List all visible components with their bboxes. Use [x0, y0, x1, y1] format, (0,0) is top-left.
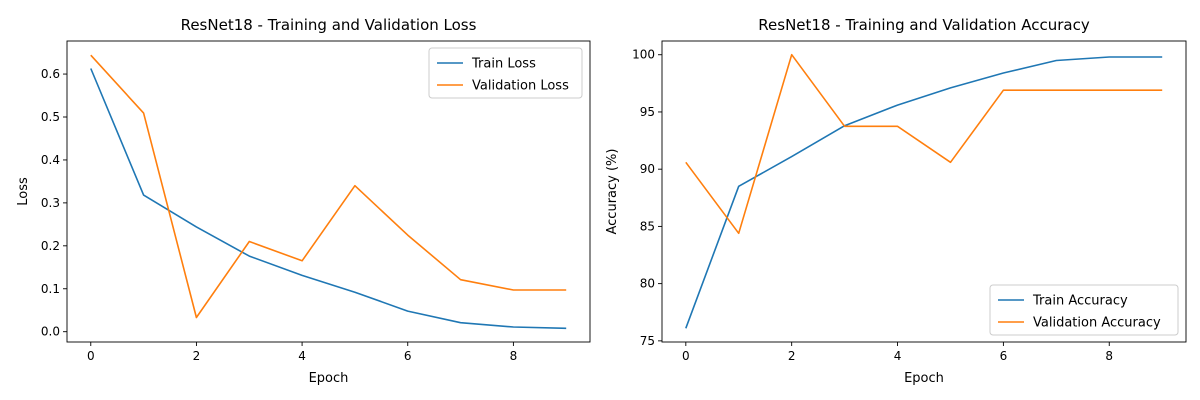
- chart-panel-2: ResNet18 - Training and Validation Accur…: [605, 16, 1187, 386]
- legend-label: Validation Accuracy: [1033, 316, 1161, 331]
- y-tick-label: 100: [632, 48, 655, 62]
- chart-panel-1: ResNet18 - Training and Validation Loss 0…: [16, 16, 591, 386]
- y-tick-label: 0.2: [41, 239, 60, 253]
- y-tick-label: 80: [640, 277, 655, 291]
- y-axis-label: Loss: [16, 177, 31, 206]
- y-tick-label: 0.4: [41, 153, 60, 167]
- y-tick-label: 85: [640, 219, 655, 233]
- legend-label: Train Accuracy: [1032, 294, 1128, 309]
- y-axis-label: Accuracy (%): [605, 149, 620, 235]
- series-line-validation-accuracy: [685, 53, 1163, 235]
- legend: Train Accuracy Validation Accuracy: [989, 284, 1179, 336]
- x-tick-label: 0: [87, 349, 95, 363]
- x-tick-label: 2: [193, 349, 201, 363]
- y-tick-label: 0.0: [41, 325, 60, 339]
- legend-box: [989, 284, 1179, 336]
- x-tick-label: 6: [404, 349, 412, 363]
- x-tick-label: 8: [1105, 349, 1113, 363]
- x-tick-label: 8: [510, 349, 518, 363]
- y-tick-label: 0.6: [41, 67, 60, 81]
- x-tick-label: 2: [788, 349, 796, 363]
- y-tick-label: 90: [640, 162, 655, 176]
- plot-frame: [661, 40, 1187, 343]
- series-group: [90, 54, 567, 330]
- y-tick-label: 75: [640, 334, 655, 348]
- legend: Train Loss Validation Loss: [428, 47, 583, 99]
- legend-box: [428, 47, 583, 99]
- legend-label: Train Loss: [471, 57, 536, 72]
- y-tick-label: 0.5: [41, 110, 60, 124]
- x-tick-label: 4: [894, 349, 902, 363]
- series-line-train-loss: [90, 68, 567, 330]
- y-tick-label: 0.1: [41, 282, 60, 296]
- x-tick-label: 4: [298, 349, 306, 363]
- legend-label: Validation Loss: [472, 79, 569, 94]
- series-group: [685, 53, 1163, 329]
- y-tick-label: 0.3: [41, 196, 60, 210]
- series-line-validation-loss: [90, 54, 567, 319]
- x-tick-label: 0: [682, 349, 690, 363]
- chart-title: ResNet18 - Training and Validation Loss: [181, 16, 477, 34]
- x-axis-label: Epoch: [904, 371, 944, 386]
- series-line-train-accuracy: [685, 56, 1163, 329]
- chart-title: ResNet18 - Training and Validation Accur…: [758, 16, 1090, 34]
- x-tick-label: 6: [1000, 349, 1008, 363]
- x-axis-label: Epoch: [309, 371, 349, 386]
- y-tick-label: 95: [640, 105, 655, 119]
- plot-frame: [66, 40, 591, 343]
